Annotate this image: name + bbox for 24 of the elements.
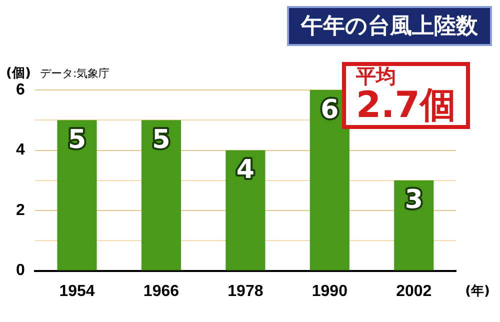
data-label: 4 (236, 155, 254, 186)
x-tick-label: 2002 (396, 282, 432, 300)
x-tick-label: 1990 (312, 282, 348, 300)
y-axis-title: (個) (6, 65, 31, 82)
chart-title: 午年の台風上陸数 (287, 6, 492, 46)
bar (141, 120, 182, 270)
data-label: 3 (404, 185, 423, 216)
x-axis-title: (年) (465, 283, 490, 300)
x-tick-label: 1978 (228, 282, 264, 300)
bar (57, 120, 97, 270)
bar (226, 150, 266, 270)
bar (310, 90, 350, 270)
text: 平均 (356, 64, 397, 88)
y-tick-label: 6 (16, 81, 25, 98)
data-label: 5 (68, 124, 86, 155)
x-tick-label: 1954 (59, 282, 95, 300)
data-label: 5 (152, 124, 170, 155)
text: データ:気象庁 (40, 66, 110, 81)
annotation: 2.7個 (356, 85, 456, 126)
x-tick-label: 1966 (143, 282, 180, 300)
data-label: 6 (320, 94, 339, 125)
y-tick-label: 2 (16, 202, 25, 219)
y-tick-label: 4 (16, 142, 25, 159)
y-tick-label: 0 (16, 262, 25, 280)
